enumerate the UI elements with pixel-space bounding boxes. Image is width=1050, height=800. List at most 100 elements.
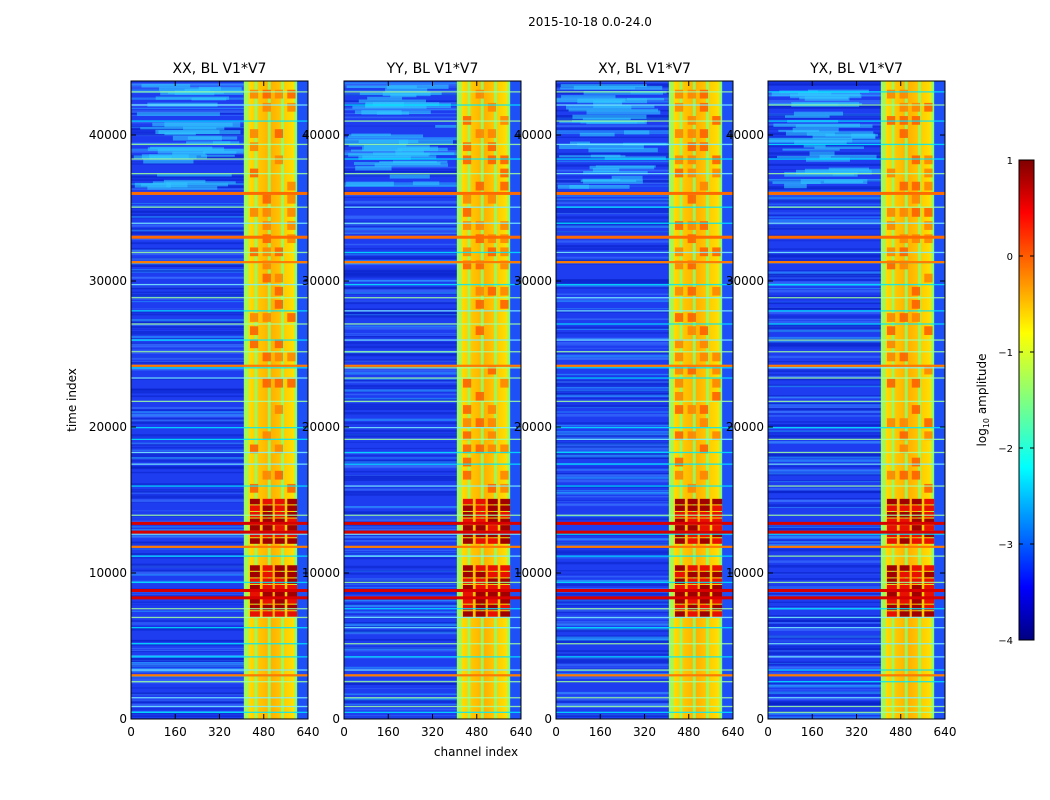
rfi-warm-cell: [712, 116, 721, 125]
noise-streak: [768, 636, 881, 638]
noise-streak: [344, 570, 457, 572]
rfi-warm-cell: [287, 313, 296, 322]
noise-streak: [131, 601, 244, 603]
rfi-hot-cell: [712, 538, 723, 544]
noise-streak: [768, 424, 881, 427]
rfi-hot-cell: [487, 578, 498, 584]
noise-streak: [131, 649, 244, 651]
time-rfi-line: [768, 367, 945, 369]
rfi-hot-cell: [462, 571, 473, 578]
cloud-patch: [358, 99, 426, 103]
colorbar-tick-label: −1: [998, 348, 1013, 359]
time-rfi-line: [344, 283, 521, 286]
noise-streak: [556, 127, 669, 131]
rfi-hot-cell: [262, 598, 273, 604]
rfi-hot-cell: [911, 584, 922, 591]
time-rfi-line: [131, 310, 308, 312]
rfi-warm-cell: [899, 431, 908, 441]
rfi-warm-cell: [687, 326, 696, 336]
time-rfi-line: [768, 104, 945, 106]
rfi-hot-cell: [274, 578, 285, 584]
noise-streak: [131, 624, 244, 625]
rfi-hot-cell: [674, 578, 685, 584]
cloud-patch: [348, 134, 424, 138]
orange-band: [768, 261, 945, 264]
rfi-warm-cell: [500, 286, 509, 296]
noise-streak: [768, 302, 881, 305]
noise-streak: [768, 308, 881, 311]
orange-band: [131, 674, 308, 677]
cloud-patch: [790, 94, 862, 99]
rfi-hot-cell: [274, 571, 285, 578]
rfi-hot-cell: [287, 578, 298, 584]
rfi-warm-cell: [674, 168, 684, 178]
noise-streak: [768, 370, 881, 372]
x-tick-label: 160: [801, 725, 824, 739]
cloud-patch: [582, 117, 631, 121]
noise-streak: [768, 248, 881, 250]
noise-streak: [131, 335, 244, 339]
y-tick-label: 20000: [302, 420, 340, 434]
noise-streak: [344, 371, 457, 373]
rfi-warm-cell: [899, 352, 908, 362]
cloud-patch: [583, 179, 643, 184]
x-tick-label: 160: [589, 725, 612, 739]
noise-streak: [556, 282, 669, 286]
rfi-hot-cell: [886, 571, 897, 578]
rfi-warm-cell: [911, 313, 921, 322]
noise-streak: [131, 651, 244, 652]
rfi-warm-cell: [699, 444, 709, 454]
noise-streak: [131, 228, 244, 229]
rfi-warm-cell: [500, 378, 509, 388]
colorbar-tick-label: −2: [998, 444, 1013, 455]
rfi-hot-cell: [674, 518, 685, 525]
noise-streak: [768, 289, 881, 293]
rfi-hot-cell: [500, 571, 511, 578]
cloud-patch: [385, 88, 428, 92]
noise-streak: [344, 490, 457, 493]
rfi-hot-cell: [287, 611, 298, 617]
noise-streak: [768, 221, 881, 224]
noise-streak: [556, 450, 669, 453]
noise-streak: [768, 507, 881, 509]
noise-streak: [344, 268, 457, 271]
cloud-patch: [184, 88, 211, 92]
noise-streak: [344, 204, 457, 207]
noise-streak: [131, 535, 244, 537]
noise-streak: [344, 540, 457, 542]
noise-streak: [344, 389, 457, 392]
noise-streak: [131, 499, 244, 503]
rfi-warm-cell: [899, 89, 908, 99]
noise-streak: [131, 420, 244, 422]
strong-band: [131, 191, 308, 195]
rfi-hot-cell: [674, 538, 685, 544]
cloud-patch: [559, 144, 644, 150]
cloud-patch: [805, 157, 850, 162]
rfi-warm-cell: [924, 273, 933, 283]
noise-streak: [768, 543, 881, 547]
rfi-warm-cell: [287, 89, 296, 99]
strong-band: [556, 596, 733, 600]
cloud-patch: [586, 110, 661, 115]
rfi-warm-cell: [274, 352, 284, 362]
y-tick-label: 20000: [89, 420, 127, 434]
rfi-hot-cell: [500, 538, 511, 544]
noise-streak: [768, 384, 881, 387]
noise-streak: [131, 483, 244, 486]
noise-streak: [131, 443, 244, 446]
noise-streak: [556, 587, 669, 590]
noise-streak: [344, 441, 457, 443]
rfi-warm-cell: [287, 352, 296, 362]
time-rfi-line: [556, 656, 733, 658]
noise-streak: [344, 354, 457, 357]
orange-band: [556, 545, 733, 548]
noise-streak: [768, 691, 881, 695]
cloud-patch: [166, 182, 188, 188]
rfi-hot-cell: [911, 538, 922, 544]
time-rfi-line: [131, 438, 308, 440]
noise-streak: [131, 557, 244, 559]
noise-streak: [556, 501, 669, 502]
cloud-patch: [167, 91, 224, 94]
time-rfi-line: [768, 514, 945, 516]
rfi-warm-cell: [487, 142, 497, 152]
